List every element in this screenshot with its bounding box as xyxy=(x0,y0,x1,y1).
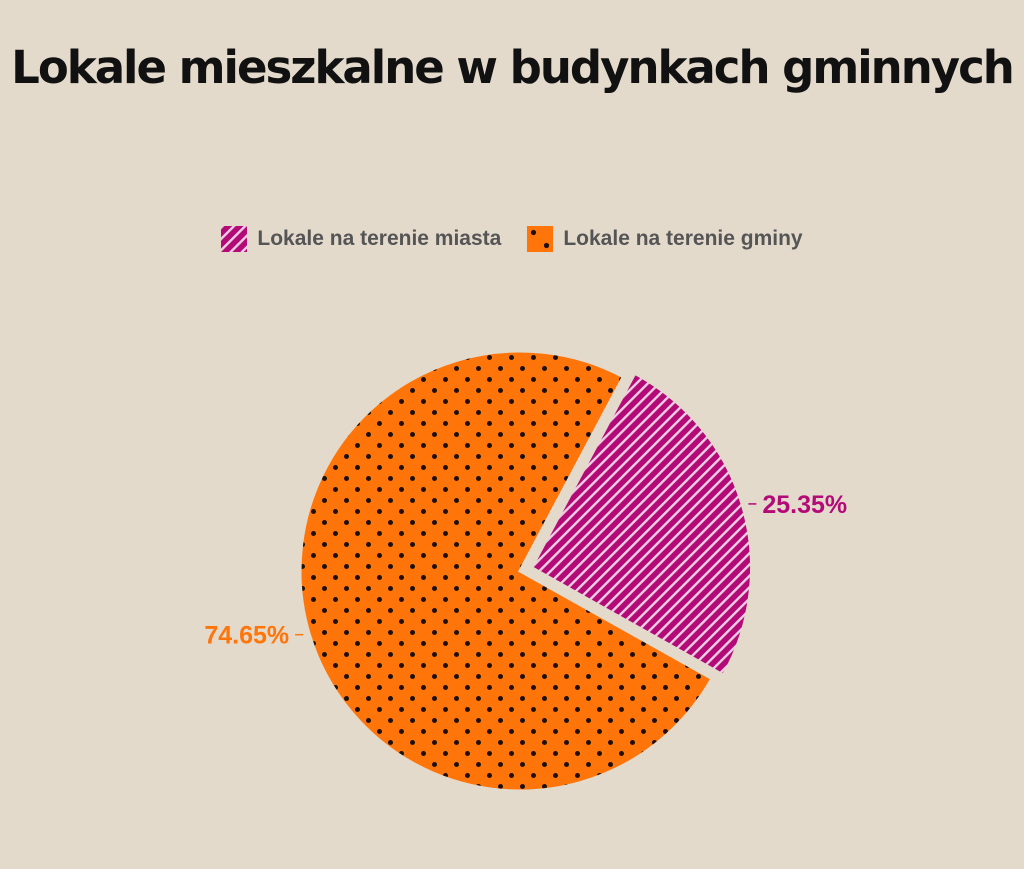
legend-label-miasta: Lokale na terenie miasta xyxy=(257,227,502,250)
chart-legend: Lokale na terenie miasta Lokale na teren… xyxy=(0,226,1024,252)
legend-label-gminy: Lokale na terenie gminy xyxy=(563,227,803,250)
pie-slice-gminy[interactable] xyxy=(298,349,714,793)
legend-item-miasta[interactable]: Lokale na terenie miasta xyxy=(221,226,501,252)
legend-swatch-miasta xyxy=(221,226,248,252)
data-label-gminy: 74.65% xyxy=(204,622,289,650)
chart-title: Lokale mieszkalne w budynkach gminnych xyxy=(11,41,1015,94)
pie-slice-miasta[interactable] xyxy=(529,371,753,678)
legend-item-gminy[interactable]: Lokale na terenie gminy xyxy=(527,226,803,252)
data-label-miasta: 25.35% xyxy=(762,491,847,519)
legend-swatch-gminy xyxy=(527,226,554,252)
